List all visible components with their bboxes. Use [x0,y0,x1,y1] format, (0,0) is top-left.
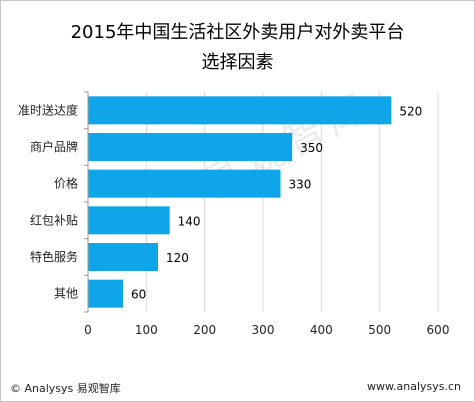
category-label: 其他 [54,287,78,301]
data-label: 120 [166,251,189,265]
category-label: 商户品牌 [30,139,78,154]
category-label: 红包补贴 [30,212,78,227]
category-label: 价格 [54,176,78,191]
data-label: 350 [300,141,323,155]
x-tick-label: 300 [252,323,275,337]
bar [88,133,293,161]
data-label: 330 [289,178,312,192]
category-label: 准时送达度 [18,102,78,117]
x-tick-label: 200 [193,323,216,337]
chart-title-line-1: 2015年中国生活社区外卖用户对外卖平台 [70,22,405,43]
x-tick-label: 600 [427,323,450,337]
data-label: 60 [131,288,146,302]
data-label: 520 [399,104,422,118]
chart-title-line-2: 选择因素 [201,52,274,73]
x-tick-label: 100 [135,323,158,337]
bar [88,243,158,271]
footer-url: www.analysys.cn [367,380,461,393]
chart-title: 2015年中国生活社区外卖用户对外卖平台 选择因素 [0,18,475,78]
category-label: 特色服务 [30,249,78,264]
x-tick-label: 400 [310,323,333,337]
bar [88,96,392,125]
x-tick-label: 500 [368,323,391,337]
x-tick-label: 0 [84,323,92,337]
grid-lines [145,92,439,312]
data-label: 140 [178,214,201,228]
bar [88,169,281,198]
bar [88,206,170,235]
bars: 520 350 330 140 120 60 [88,96,422,308]
bar [88,279,123,308]
footer-copyright: © Analysys 易观智库 [10,382,121,395]
